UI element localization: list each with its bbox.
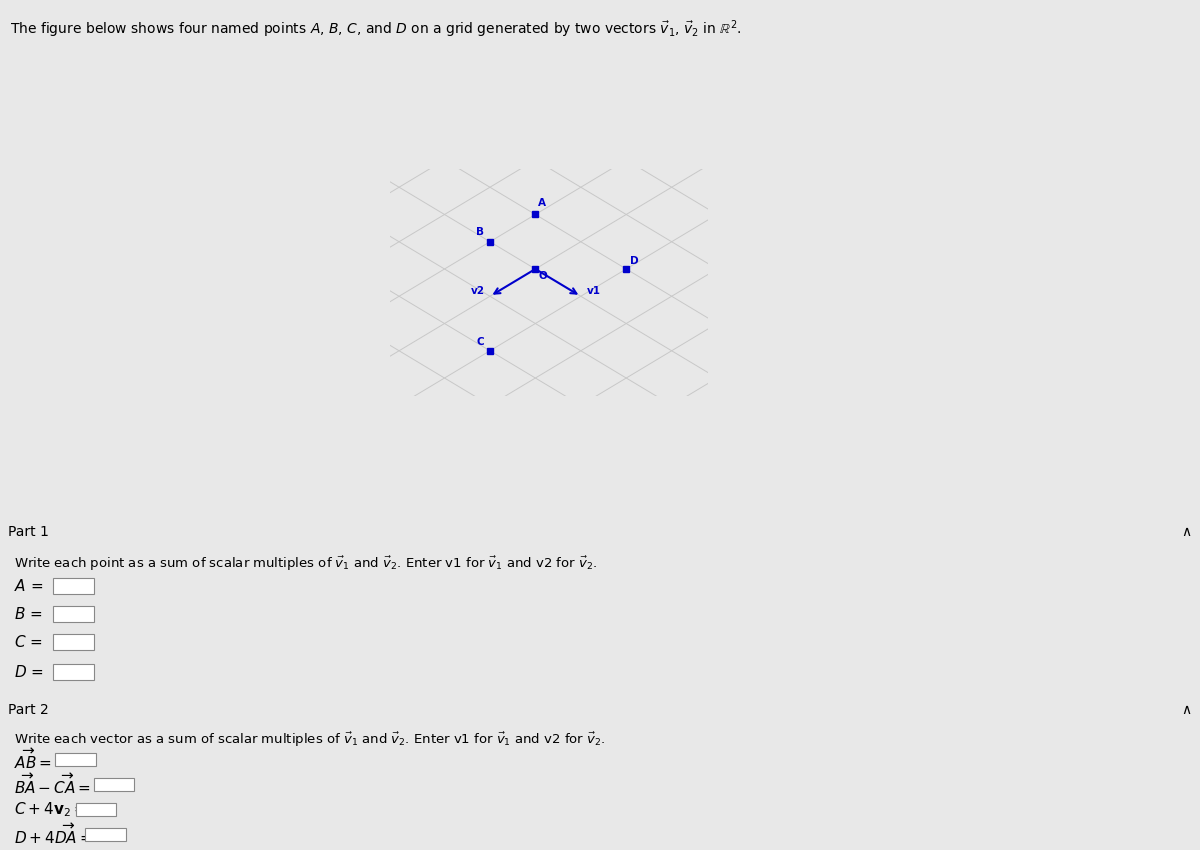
- FancyBboxPatch shape: [76, 803, 116, 816]
- Text: O: O: [538, 271, 547, 281]
- Text: C: C: [476, 337, 484, 348]
- FancyBboxPatch shape: [53, 664, 94, 680]
- Text: $A$ =: $A$ =: [14, 578, 43, 594]
- Text: B: B: [476, 227, 485, 237]
- Text: $D$ =: $D$ =: [14, 664, 44, 680]
- FancyBboxPatch shape: [53, 578, 94, 594]
- Text: $C$ =: $C$ =: [14, 634, 43, 650]
- Text: Write each vector as a sum of scalar multiples of $\vec{v}_1$ and $\vec{v}_2$. E: Write each vector as a sum of scalar mul…: [14, 730, 606, 749]
- Text: $C + 4\mathbf{v}_2 =$: $C + 4\mathbf{v}_2 =$: [14, 801, 86, 819]
- Text: $B$ =: $B$ =: [14, 606, 43, 622]
- Text: Write each point as a sum of scalar multiples of $\vec{v}_1$ and $\vec{v}_2$. En: Write each point as a sum of scalar mult…: [14, 555, 598, 574]
- FancyBboxPatch shape: [94, 778, 134, 791]
- Text: D: D: [630, 256, 638, 265]
- FancyBboxPatch shape: [53, 634, 94, 650]
- Text: A: A: [538, 198, 546, 208]
- Text: $\overrightarrow{BA} - \overrightarrow{CA} =$: $\overrightarrow{BA} - \overrightarrow{C…: [14, 773, 91, 796]
- Text: The figure below shows four named points $A$, $B$, $C$, and $D$ on a grid genera: The figure below shows four named points…: [10, 19, 742, 40]
- Text: ∧: ∧: [1182, 703, 1192, 717]
- Text: v2: v2: [470, 286, 485, 296]
- Text: Part 2: Part 2: [8, 703, 49, 717]
- Text: ∧: ∧: [1182, 524, 1192, 539]
- Text: $\overrightarrow{AB} =$: $\overrightarrow{AB} =$: [14, 747, 53, 772]
- FancyBboxPatch shape: [85, 829, 126, 842]
- Text: v1: v1: [587, 286, 601, 296]
- Text: $D + 4\overrightarrow{DA} =$: $D + 4\overrightarrow{DA} =$: [14, 823, 92, 847]
- FancyBboxPatch shape: [55, 753, 96, 766]
- Text: Part 1: Part 1: [8, 524, 49, 539]
- FancyBboxPatch shape: [53, 606, 94, 622]
